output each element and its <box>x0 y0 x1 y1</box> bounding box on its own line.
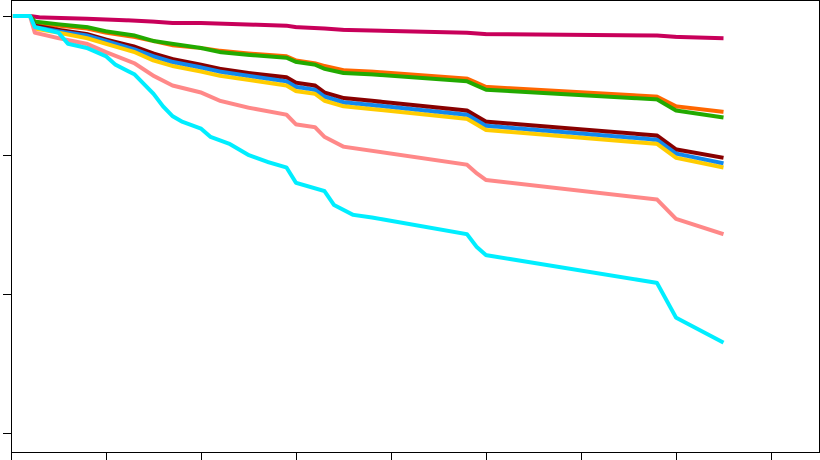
series-line-7 <box>12 14 725 237</box>
x-ticks <box>11 452 772 460</box>
series-line-3 <box>12 14 724 120</box>
series-line-1 <box>12 14 724 41</box>
series-line-8 <box>12 14 725 345</box>
series-line-5 <box>12 14 724 166</box>
series-lines <box>12 14 725 345</box>
y-ticks <box>3 16 11 434</box>
series-line-6 <box>12 14 724 170</box>
